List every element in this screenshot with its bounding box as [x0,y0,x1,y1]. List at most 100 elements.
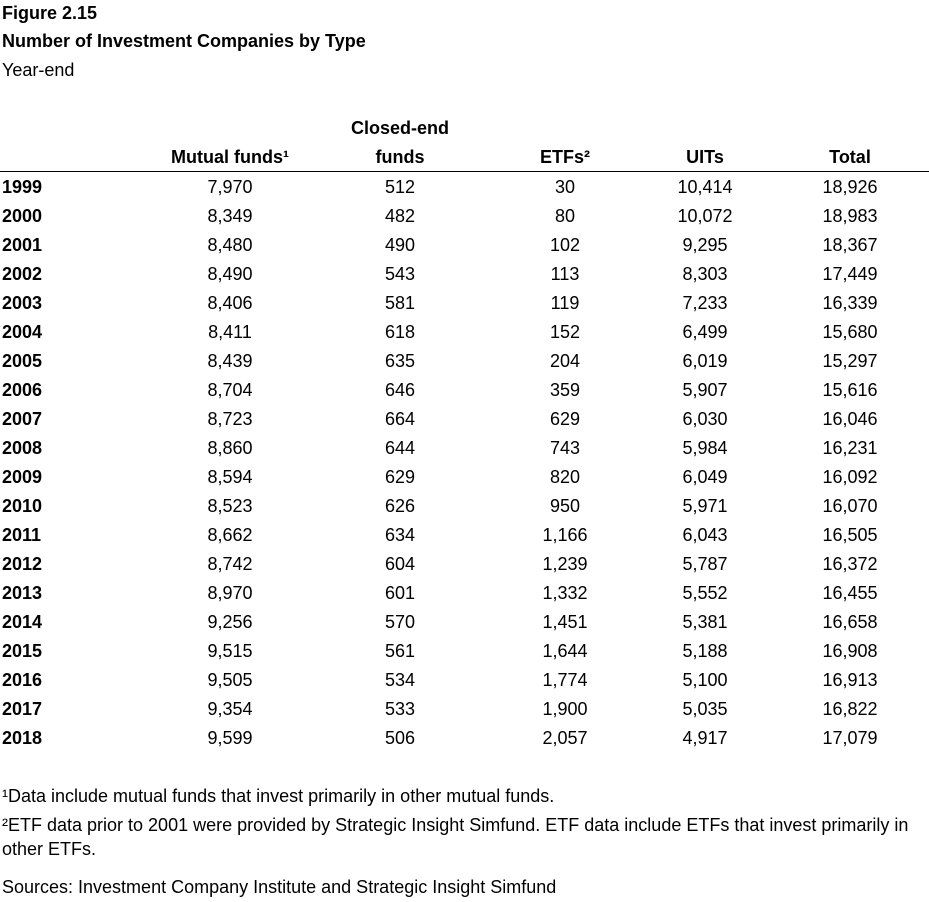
cell-etfs: 1,332 [542,583,588,603]
cell-closed-end-funds: 512 [384,177,416,197]
cell-uits: 5,188 [682,641,728,661]
cell-mutual-funds: 8,490 [207,264,253,284]
cell-total: 16,231 [822,438,878,458]
table-row: 2007 8,723 664 629 6,030 16,046 [0,405,929,434]
row-year: 2016 [2,670,43,690]
cell-mutual-funds: 8,970 [207,583,253,603]
table-row: 2011 8,662 634 1,166 6,043 16,505 [0,521,929,550]
cell-mutual-funds: 7,970 [207,177,253,197]
cell-etfs: 1,166 [542,525,588,545]
cell-closed-end-funds: 482 [384,206,416,226]
cell-etfs: 80 [554,206,576,226]
table-row: 2010 8,523 626 950 5,971 16,070 [0,492,929,521]
table-row: 2016 9,505 534 1,774 5,100 16,913 [0,666,929,695]
cell-etfs: 820 [549,467,581,487]
cell-closed-end-funds: 534 [384,670,416,690]
cell-uits: 5,907 [682,380,728,400]
footnote-2: ²ETF data prior to 2001 were provided by… [2,815,909,859]
cell-mutual-funds: 8,480 [207,235,253,255]
cell-closed-end-funds: 664 [384,409,416,429]
table-row: 2002 8,490 543 113 8,303 17,449 [0,260,929,289]
row-year: 2012 [2,554,43,574]
row-year: 2006 [2,380,43,400]
row-year: 2015 [2,641,43,661]
column-header-closed-end-line2: funds [375,147,425,167]
cell-etfs: 950 [549,496,581,516]
cell-mutual-funds: 9,505 [207,670,253,690]
cell-closed-end-funds: 543 [384,264,416,284]
row-year: 2008 [2,438,43,458]
cell-etfs: 152 [549,322,581,342]
cell-etfs: 2,057 [542,728,588,748]
cell-uits: 5,971 [682,496,728,516]
cell-total: 16,505 [822,525,878,545]
cell-uits: 5,984 [682,438,728,458]
cell-etfs: 629 [549,409,581,429]
cell-closed-end-funds: 601 [384,583,416,603]
cell-total: 18,926 [822,177,878,197]
cell-uits: 10,414 [677,177,733,197]
cell-total: 15,680 [822,322,878,342]
cell-closed-end-funds: 618 [384,322,416,342]
table-row: 2008 8,860 644 743 5,984 16,231 [0,434,929,463]
cell-closed-end-funds: 646 [384,380,416,400]
table-row: 2001 8,480 490 102 9,295 18,367 [0,231,929,260]
cell-total: 18,367 [822,235,878,255]
cell-closed-end-funds: 506 [384,728,416,748]
table-row: 2009 8,594 629 820 6,049 16,092 [0,463,929,492]
cell-mutual-funds: 8,349 [207,206,253,226]
cell-etfs: 1,451 [542,612,588,632]
data-table-body: 1999 7,970 512 30 10,414 18,926 2000 8,349 482 80… [0,173,929,753]
cell-uits: 6,030 [682,409,728,429]
sources-note: Sources: Investment Company Institute an… [2,877,557,897]
row-year: 2000 [2,206,43,226]
cell-uits: 6,049 [682,467,728,487]
cell-uits: 5,787 [682,554,728,574]
row-year: 1999 [2,177,43,197]
figure-subtitle: Year-end [2,60,75,80]
cell-total: 15,297 [822,351,878,371]
cell-closed-end-funds: 533 [384,699,416,719]
cell-uits: 6,043 [682,525,728,545]
cell-mutual-funds: 9,515 [207,641,253,661]
cell-closed-end-funds: 570 [384,612,416,632]
cell-mutual-funds: 8,439 [207,351,253,371]
table-row: 2005 8,439 635 204 6,019 15,297 [0,347,929,376]
cell-etfs: 1,900 [542,699,588,719]
cell-uits: 5,035 [682,699,728,719]
cell-uits: 4,917 [682,728,728,748]
cell-mutual-funds: 9,354 [207,699,253,719]
row-year: 2018 [2,728,43,748]
cell-mutual-funds: 8,860 [207,438,253,458]
row-year: 2011 [2,525,42,545]
figure-label: Figure 2.15 [2,3,98,23]
cell-closed-end-funds: 561 [384,641,416,661]
cell-etfs: 1,774 [542,670,588,690]
row-year: 2009 [2,467,43,487]
cell-total: 16,908 [822,641,878,661]
table-row: 2012 8,742 604 1,239 5,787 16,372 [0,550,929,579]
cell-uits: 8,303 [682,264,728,284]
cell-total: 15,616 [822,380,878,400]
row-year: 2001 [2,235,43,255]
cell-closed-end-funds: 604 [384,554,416,574]
cell-total: 16,658 [822,612,878,632]
cell-total: 16,455 [822,583,878,603]
row-year: 2005 [2,351,43,371]
table-row: 2015 9,515 561 1,644 5,188 16,908 [0,637,929,666]
row-year: 2017 [2,699,43,719]
table-row: 2018 9,599 506 2,057 4,917 17,079 [0,724,929,753]
cell-mutual-funds: 9,256 [207,612,253,632]
cell-total: 16,372 [822,554,878,574]
cell-uits: 6,499 [682,322,728,342]
figure-title: Number of Investment Companies by Type [2,31,366,51]
cell-etfs: 743 [549,438,581,458]
cell-total: 17,449 [822,264,878,284]
cell-mutual-funds: 8,523 [207,496,253,516]
cell-uits: 6,019 [682,351,728,371]
cell-closed-end-funds: 644 [384,438,416,458]
cell-closed-end-funds: 626 [384,496,416,516]
cell-total: 16,070 [822,496,878,516]
cell-etfs: 204 [549,351,581,371]
cell-total: 16,822 [822,699,878,719]
